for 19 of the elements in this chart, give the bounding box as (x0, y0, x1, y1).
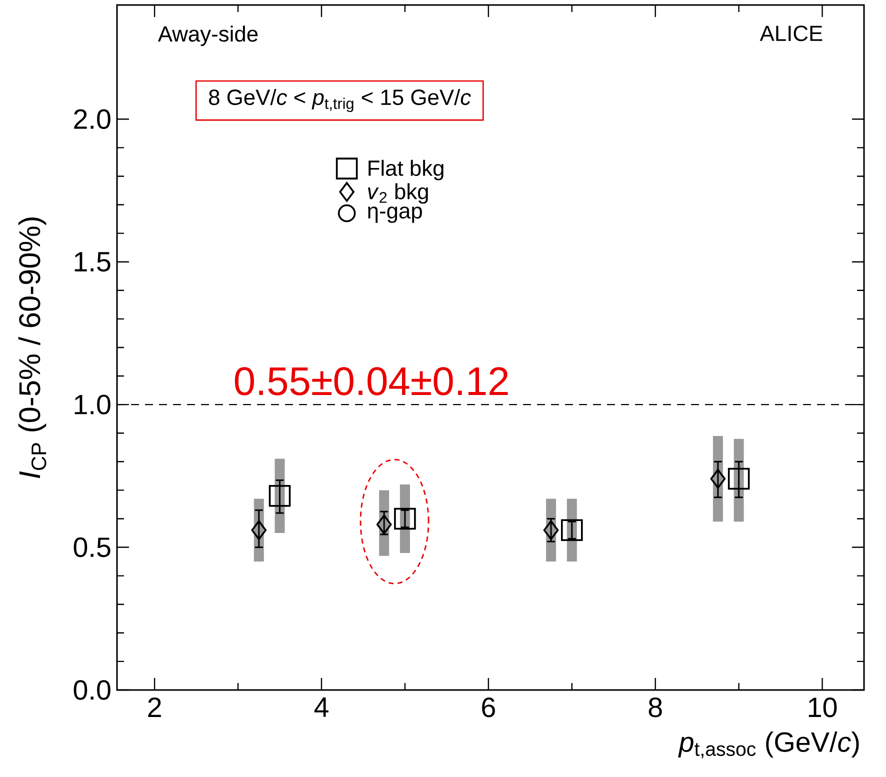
y-tick-label: 0.5 (74, 537, 110, 558)
y-tick-label: 0.0 (74, 680, 110, 700)
annotation: 0.55±0.04±0.12 (234, 367, 508, 396)
y-tick-label: 1.5 (74, 252, 110, 272)
x-tick-label: 8 (648, 698, 662, 718)
legend-label: Flat bkg (368, 160, 444, 180)
x-tick-label: 6 (482, 698, 495, 718)
x-axis-title: p$_{t,assoc}$ (GeV/c) (678, 732, 859, 758)
y-tick-label: 1.0 (74, 394, 110, 414)
annotation: 8 GeV/c < p$_{t,trig}$ < 15 GeV/c (209, 88, 471, 112)
y-axis-title: I$_{CP}$ (0-5% / 60-90%) (18, 218, 46, 478)
x-tick-label: 10 (808, 698, 837, 718)
x-tick-label: 4 (314, 698, 328, 717)
legend-label: η-gap (368, 206, 422, 223)
x-tick-label: 2 (148, 698, 161, 717)
legend-label: v$_{2}$ bkg (368, 183, 428, 204)
y-tick-label: 2.0 (74, 109, 110, 130)
annotation: ALICE (760, 26, 822, 42)
annotation: Away-side (158, 26, 258, 46)
